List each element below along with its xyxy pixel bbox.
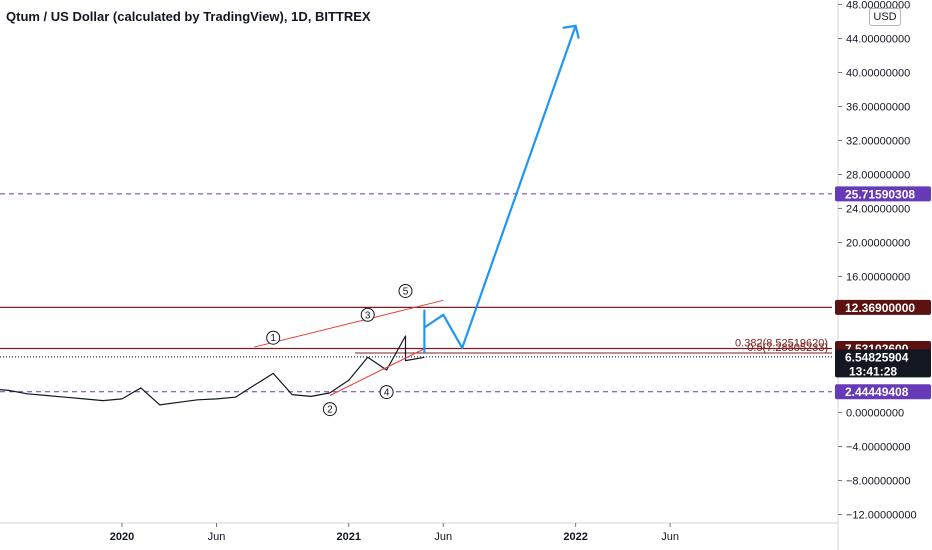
y-tick-label: 32.00000000 [846,136,910,148]
y-tick-label: −4.00000000 [846,442,911,454]
y-tick-label: 24.00000000 [846,204,910,216]
wave-label: 2 [327,405,333,416]
wave-label-circle [322,402,337,417]
y-tick-label: −12.00000000 [846,510,917,522]
y-tick-label: −8.00000000 [846,476,911,488]
trend-channel-upper [254,299,444,348]
y-tick-label: 28.00000000 [846,170,910,182]
countdown-label: 13:41:28 [849,364,897,378]
price-badge [835,299,931,315]
wave-label-circle [266,330,281,345]
projection-path [423,25,577,353]
wave-label-circle [379,385,394,400]
price-badge-label: 12.36900000 [845,301,915,315]
x-tick-label: 2022 [563,531,587,543]
price-badge [835,186,931,202]
price-badge-label: 25.71590308 [845,187,915,201]
wave-label-circle [360,307,375,322]
projection-arrowhead [562,24,580,39]
y-tick-label: 16.00000000 [846,272,910,284]
currency-selector[interactable]: USD [869,8,901,26]
y-tick-label: 40.00000000 [846,68,910,80]
x-tick-label: Jun [434,531,452,543]
price-badge-label: 6.54825904 [845,350,909,364]
x-tick-label: 2021 [337,531,361,543]
wave-label: 3 [365,310,371,321]
y-tick-label: 0.00000000 [846,408,904,420]
chart-title: Qtum / US Dollar (calculated by TradingV… [6,9,371,24]
fib-level-label: 0.382(8.52519620) [735,337,828,349]
wave-label-circle [398,283,413,298]
price-line [0,335,425,406]
price-badge [835,349,931,378]
wave-label: 5 [403,286,409,297]
x-tick-label: 2020 [110,531,134,543]
price-badge [835,384,931,400]
wave-label: 4 [384,388,390,399]
fib-level-label: 0.5(7.28805233) [747,342,828,354]
y-tick-label: 20.00000000 [846,238,910,250]
x-tick-label: Jun [208,531,226,543]
y-tick-label: 36.00000000 [846,102,910,114]
y-tick-label: 44.00000000 [846,34,910,46]
y-tick-label: 48.00000000 [846,0,910,12]
trend-channel-lower [329,348,425,396]
wave-label: 1 [270,333,276,344]
x-tick-label: Jun [661,531,679,543]
price-badge-label: 2.44449408 [845,385,909,399]
